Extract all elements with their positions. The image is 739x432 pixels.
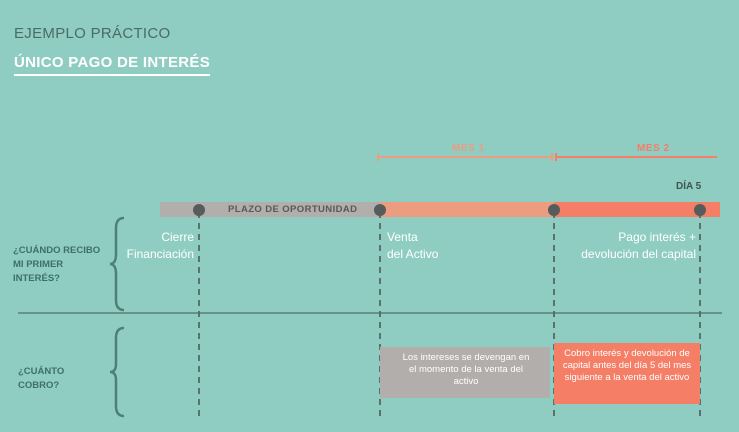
month1-label: MES 1 xyxy=(452,143,485,154)
milestone-sale-line2: del Activo xyxy=(387,247,439,261)
month2-bar xyxy=(554,202,720,217)
interest-accrual-box: Los intereses se devengan en el momento … xyxy=(380,347,550,398)
month-change-dot xyxy=(548,204,560,216)
day5-label: DÍA 5 xyxy=(676,181,702,192)
page-title: ÚNICO PAGO DE INTERÉS xyxy=(14,54,211,76)
milestone-payment-label: Pago interés + devolución del capital xyxy=(560,229,696,263)
month2-range-line xyxy=(555,153,717,161)
milestone-sale-label: Venta del Activo xyxy=(387,229,438,263)
month1-bar xyxy=(380,202,554,217)
section-heading: EJEMPLO PRÁCTICO xyxy=(14,25,171,42)
milestone-payment-line2: devolución del capital xyxy=(581,247,696,261)
opportunity-label: PLAZO DE OPORTUNIDAD xyxy=(228,204,358,215)
sale-dot xyxy=(374,204,386,216)
question-when: ¿CUÁNDO RECIBO MI PRIMER INTERÉS? xyxy=(13,245,101,284)
payment-box: Cobro interés y devolución de capital an… xyxy=(554,343,700,404)
milestone-payment-line1: Pago interés + xyxy=(618,230,696,244)
milestone-sale-line1: Venta xyxy=(387,230,418,244)
payment-dot xyxy=(694,204,706,216)
opportunity-bar xyxy=(160,202,380,217)
milestone-closing-line1: Cierre xyxy=(161,230,194,244)
closing-dot xyxy=(193,204,205,216)
how-much-brace xyxy=(109,326,125,418)
milestone-closing-label: Cierre Financiación xyxy=(124,229,194,263)
when-brace xyxy=(109,216,125,312)
month2-label: MES 2 xyxy=(637,143,670,154)
question-how-much: ¿CUÁNTO COBRO? xyxy=(18,366,65,391)
month1-range-line xyxy=(377,153,553,161)
milestone-closing-line2: Financiación xyxy=(126,247,194,261)
